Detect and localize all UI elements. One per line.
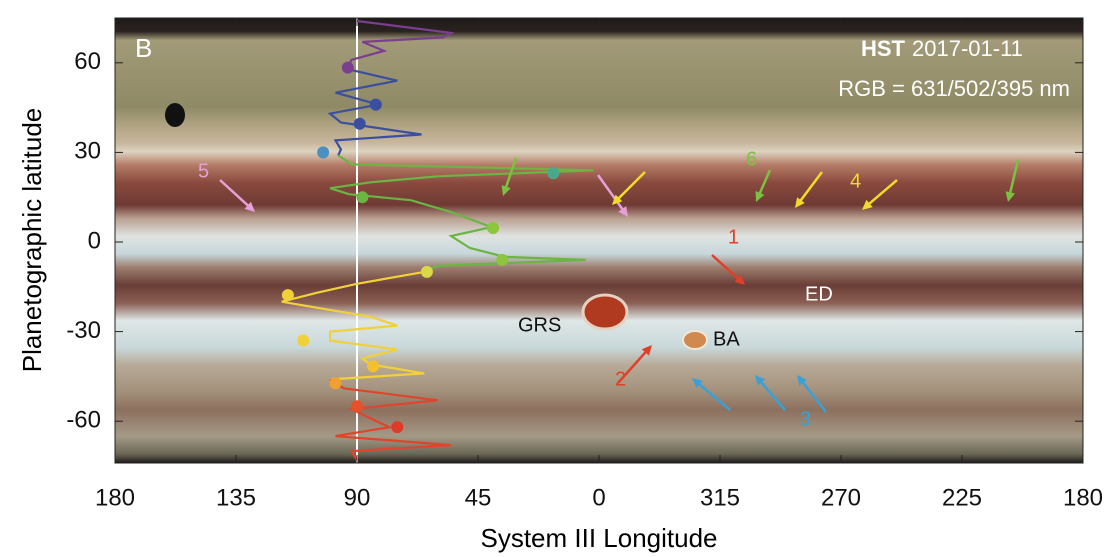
x-axis-title: System III Longitude bbox=[480, 523, 717, 553]
annotation: BA bbox=[713, 328, 740, 350]
y-tick-label: 60 bbox=[74, 48, 101, 75]
profile-dot bbox=[356, 191, 368, 203]
profile-dot bbox=[496, 254, 508, 266]
profile-dot bbox=[391, 421, 403, 433]
y-tick-label: 30 bbox=[74, 138, 101, 165]
x-tick-label: 180 bbox=[95, 484, 135, 511]
y-tick-label: -30 bbox=[66, 317, 101, 344]
profile-dot bbox=[297, 335, 309, 347]
profile-dot bbox=[547, 167, 559, 179]
x-tick-label: 0 bbox=[592, 484, 605, 511]
annotation: HST bbox=[861, 36, 906, 61]
x-tick-label: 135 bbox=[216, 484, 256, 511]
annotation: 4 bbox=[850, 170, 861, 192]
annotation: 1 bbox=[728, 226, 739, 248]
y-tick-label: -60 bbox=[66, 407, 101, 434]
annotation: ED bbox=[805, 283, 833, 305]
y-tick-label: 0 bbox=[88, 227, 101, 254]
moon-shadow bbox=[165, 103, 185, 127]
profile-dot bbox=[370, 99, 382, 111]
profile-dot bbox=[487, 222, 499, 234]
x-tick-label: 45 bbox=[465, 484, 492, 511]
profile-dot bbox=[354, 118, 366, 130]
annotation: B bbox=[135, 33, 152, 63]
profile-dot bbox=[421, 266, 433, 278]
annotation: 6 bbox=[746, 148, 757, 170]
profile-dot bbox=[317, 146, 329, 158]
profile-dot bbox=[351, 400, 363, 412]
annotation: 2017-01-11 bbox=[912, 36, 1023, 61]
figure: Planetographic latitude System III Longi… bbox=[0, 0, 1115, 557]
great-red-spot bbox=[583, 295, 627, 329]
x-tick-label: 90 bbox=[344, 484, 371, 511]
annotation: 5 bbox=[198, 160, 209, 182]
x-tick-label: 270 bbox=[821, 484, 861, 511]
oval-ba bbox=[683, 331, 707, 349]
y-axis-title: Planetographic latitude bbox=[17, 108, 47, 373]
x-tick-label: 180 bbox=[1063, 484, 1103, 511]
annotation: RGB = 631/502/395 nm bbox=[838, 76, 1070, 101]
annotation: 3 bbox=[800, 408, 811, 430]
x-tick-label: 225 bbox=[942, 484, 982, 511]
x-tick-label: 315 bbox=[700, 484, 740, 511]
profile-dot bbox=[367, 360, 379, 372]
annotation: 2 bbox=[615, 368, 626, 390]
profile-dot bbox=[342, 62, 354, 74]
annotation: GRS bbox=[518, 314, 561, 336]
profile-dot bbox=[282, 289, 294, 301]
profile-dot bbox=[329, 377, 341, 389]
